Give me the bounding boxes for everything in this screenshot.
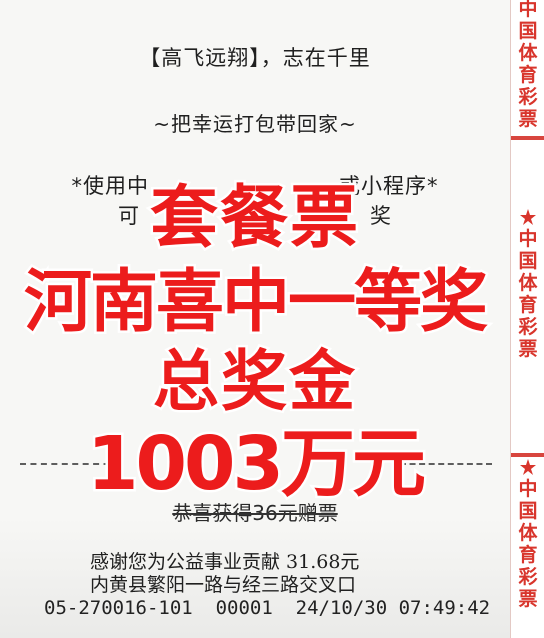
- ticket-notice-line2: 可奖: [0, 200, 510, 230]
- sports-lottery-logo-icon: [520, 209, 536, 225]
- lottery-ticket: 【高飞远翔】，志在千里 ~把幸运打包带回家~ *使用中 或小程序* 可奖 恭喜获得…: [0, 46, 510, 638]
- dashed-divider-right: [400, 463, 492, 465]
- overlay-total-prize: 总奖金: [151, 341, 358, 423]
- strip-label-top: 中国体育彩票: [518, 0, 538, 130]
- sports-lottery-logo-icon: [520, 459, 536, 475]
- strip-label-middle: 中国体育彩票: [518, 228, 538, 360]
- address-line: 内黄县繁阳一路与经三路交叉口: [90, 574, 357, 596]
- strip-band: [511, 136, 544, 140]
- strip-band: [511, 453, 544, 457]
- notice-line1-end: 或小程序*: [339, 174, 439, 198]
- notice-line2-start: 可: [118, 204, 140, 228]
- ticket-notice-line1: *使用中 或小程序*: [0, 170, 510, 200]
- overlay-prize-amount: 1003万元: [85, 419, 429, 510]
- ticket-serial-footer: 05-270016-101 00001 24/10/30 07:49:42: [44, 597, 491, 619]
- lottery-side-strip: 中国体育彩票 中国体育彩票 中国体育彩票: [510, 0, 544, 638]
- notice-line1-start: *使用中: [71, 174, 149, 198]
- contribution-line: 感谢您为公益事业贡献 31.68元: [90, 551, 360, 573]
- notice-line2-end: 奖: [370, 204, 392, 228]
- overlay-package-ticket: 套餐票: [147, 177, 360, 261]
- strip-label-bottom: 中国体育彩票: [518, 478, 538, 610]
- ticket-motto: 【高飞远翔】，志在千里: [139, 46, 371, 70]
- overlay-henan-first-prize: 河南喜中一等奖: [21, 261, 490, 345]
- ticket-slogan: ~把幸运打包带回家~: [153, 112, 357, 136]
- dashed-divider-left: [20, 463, 120, 465]
